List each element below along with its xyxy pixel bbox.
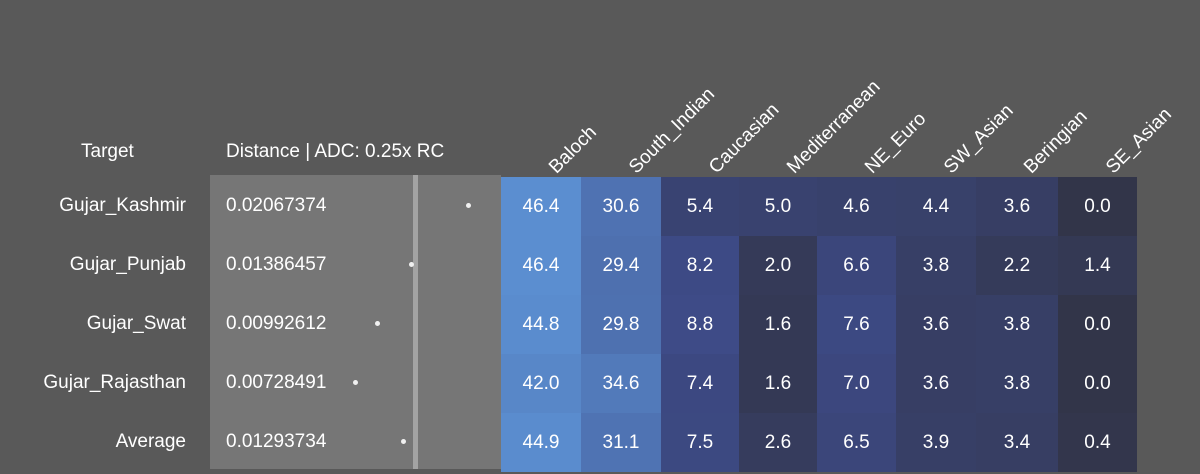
distance-value: 0.00728491 xyxy=(226,372,327,393)
distance-dot xyxy=(353,380,358,385)
heatmap-cell: 30.6 xyxy=(581,177,661,236)
distance-value: 0.01386457 xyxy=(226,254,327,275)
heatmap-cell: 7.6 xyxy=(817,295,896,354)
heatmap-cell: 2.0 xyxy=(739,236,817,295)
row-label-average: Average xyxy=(115,431,186,452)
heatmap-cell: 4.4 xyxy=(896,177,976,236)
heatmap-cell: 8.2 xyxy=(661,236,739,295)
heatmap-cell: 5.4 xyxy=(661,177,739,236)
target-header: Target xyxy=(81,141,134,162)
heatmap-cell: 31.1 xyxy=(581,413,661,472)
heatmap-cell: 2.6 xyxy=(739,413,817,472)
row-label-gujar-rajasthan: Gujar_Rajasthan xyxy=(43,372,186,393)
row-label-gujar-swat: Gujar_Swat xyxy=(86,313,186,334)
column-header-caucasian: Caucasian xyxy=(705,99,784,178)
heatmap-cell: 44.8 xyxy=(501,295,581,354)
heatmap-cell: 4.6 xyxy=(817,177,896,236)
column-header-se-asian: SE_Asian xyxy=(1102,103,1176,178)
heatmap-cell: 7.5 xyxy=(661,413,739,472)
distance-panel xyxy=(210,175,501,469)
column-header-sw-asian: SW_Asian xyxy=(940,100,1018,178)
distance-value: 0.00992612 xyxy=(226,313,327,334)
heatmap-cell: 46.4 xyxy=(501,236,581,295)
distance-value: 0.01293734 xyxy=(226,431,327,452)
heatmap-cell: 44.9 xyxy=(501,413,581,472)
heatmap-cell: 3.8 xyxy=(896,236,976,295)
heatmap-cell: 0.0 xyxy=(1058,177,1137,236)
heatmap-cell: 3.6 xyxy=(976,177,1058,236)
heatmap-cell: 3.6 xyxy=(896,295,976,354)
distance-dot xyxy=(466,203,471,208)
distance-dot xyxy=(409,262,414,267)
row-label-gujar-punjab: Gujar_Punjab xyxy=(69,254,186,275)
heatmap-cell: 29.4 xyxy=(581,236,661,295)
column-header-baloch: Baloch xyxy=(545,121,601,178)
row-label-gujar-kashmir: Gujar_Kashmir xyxy=(59,195,186,216)
heatmap-cell: 0.0 xyxy=(1058,354,1137,413)
heatmap-cell: 42.0 xyxy=(501,354,581,413)
heatmap-cell: 1.6 xyxy=(739,354,817,413)
heatmap-cell: 5.0 xyxy=(739,177,817,236)
column-header-beringian: Beringian xyxy=(1020,106,1092,178)
heatmap-cell: 29.8 xyxy=(581,295,661,354)
heatmap-cell: 0.4 xyxy=(1058,413,1137,472)
distance-divider xyxy=(413,175,418,469)
distance-header: Distance | ADC: 0.25x RC xyxy=(226,141,445,162)
heatmap-cell: 2.2 xyxy=(976,236,1058,295)
heatmap-cell: 1.6 xyxy=(739,295,817,354)
distance-dot xyxy=(401,439,406,444)
heatmap-cell: 8.8 xyxy=(661,295,739,354)
heatmap-cell: 3.4 xyxy=(976,413,1058,472)
distance-dot xyxy=(375,321,380,326)
heatmap-cell: 3.8 xyxy=(976,354,1058,413)
heatmap-cell: 7.0 xyxy=(817,354,896,413)
heatmap-cell: 3.8 xyxy=(976,295,1058,354)
heatmap-cell: 7.4 xyxy=(661,354,739,413)
heatmap-cell: 34.6 xyxy=(581,354,661,413)
heatmap-cell: 6.5 xyxy=(817,413,896,472)
heatmap-cell: 3.6 xyxy=(896,354,976,413)
heatmap-cell: 6.6 xyxy=(817,236,896,295)
heatmap-cell: 1.4 xyxy=(1058,236,1137,295)
distance-value: 0.02067374 xyxy=(226,195,327,216)
heatmap-cell: 46.4 xyxy=(501,177,581,236)
column-header-ne-euro: NE_Euro xyxy=(861,108,931,178)
heatmap-cell: 0.0 xyxy=(1058,295,1137,354)
heatmap-cell: 3.9 xyxy=(896,413,976,472)
